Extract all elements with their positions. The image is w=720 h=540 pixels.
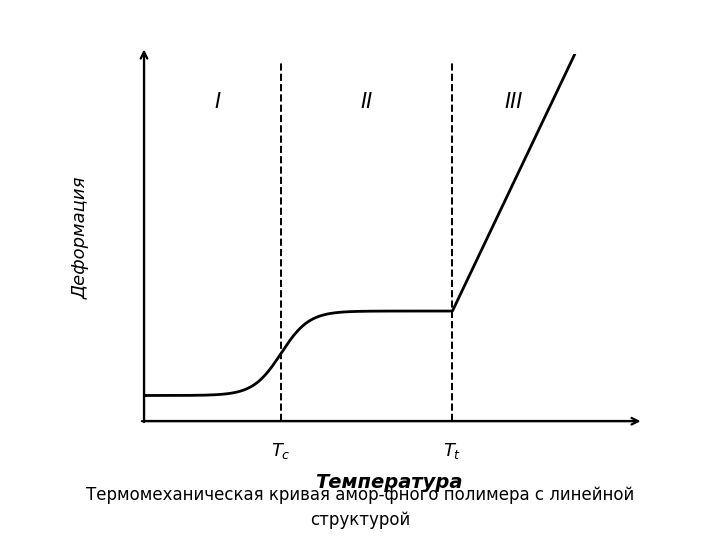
Text: Деформация: Деформация: [71, 177, 89, 299]
Text: II: II: [361, 92, 373, 112]
Text: Температура: Температура: [315, 472, 462, 491]
Text: $T_c$: $T_c$: [271, 441, 291, 461]
Text: $T_t$: $T_t$: [444, 441, 462, 461]
Text: III: III: [505, 92, 523, 112]
Text: I: I: [215, 92, 220, 112]
Text: Термомеханическая кривая амор­фного полимера с линейной
структурой: Термомеханическая кривая амор­фного поли…: [86, 486, 634, 529]
